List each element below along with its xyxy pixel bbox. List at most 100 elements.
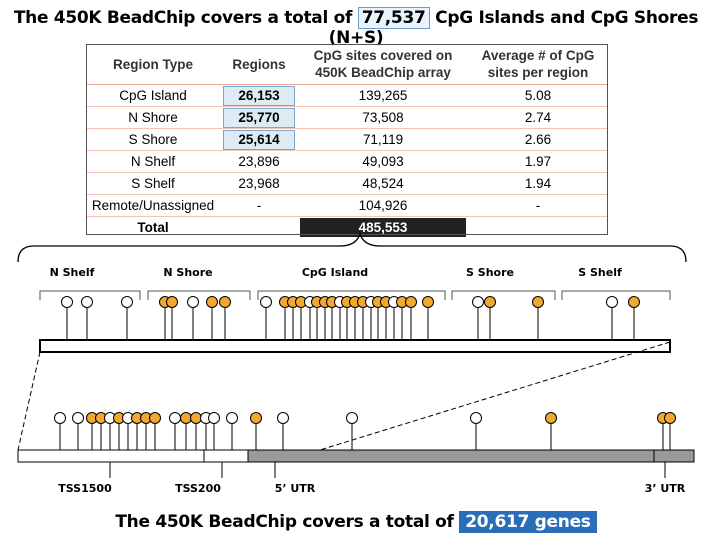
header-regions: Regions bbox=[220, 44, 298, 85]
probe-orange bbox=[180, 412, 192, 424]
gene-label-3utr: 3’ UTR bbox=[645, 482, 686, 495]
cell-regions-value: 25,770 bbox=[223, 107, 295, 128]
probe-orange bbox=[166, 296, 178, 308]
probe-orange bbox=[484, 296, 496, 308]
gene-label-tss1500: TSS1500 bbox=[58, 482, 112, 495]
probe-white bbox=[208, 412, 220, 424]
cell-regions-highlight: 25,614 bbox=[220, 128, 298, 151]
region-table: Region Type Regions CpG sites covered on… bbox=[86, 44, 608, 238]
table-row: S Shore 25,614 71,119 2.66 bbox=[86, 128, 608, 151]
probe-orange bbox=[190, 412, 202, 424]
cell-avg: 1.97 bbox=[468, 150, 608, 173]
cell-regions-highlight: 25,770 bbox=[220, 106, 298, 129]
probe-white bbox=[470, 412, 482, 424]
probe-white bbox=[61, 296, 73, 308]
cell-avg: 5.08 bbox=[468, 84, 608, 107]
cell-sites: 71,119 bbox=[298, 128, 468, 151]
cell-sites: 104,926 bbox=[298, 194, 468, 217]
probe-orange bbox=[149, 412, 161, 424]
bracket-cpg-island bbox=[257, 290, 446, 300]
table-row: CpG Island 26,153 139,265 5.08 bbox=[86, 84, 608, 107]
title-suffix: CpG Islands and CpG Shores (N+S) bbox=[328, 8, 699, 48]
probe-white bbox=[346, 412, 358, 424]
region-bar bbox=[39, 339, 671, 353]
cell-regions: 23,896 bbox=[220, 150, 298, 173]
table-row-total: Total 485,553 bbox=[86, 217, 608, 239]
cell-regions: 23,968 bbox=[220, 172, 298, 195]
probe-orange bbox=[628, 296, 640, 308]
region-probes bbox=[61, 296, 640, 340]
probe-white bbox=[472, 296, 484, 308]
probe-orange bbox=[664, 412, 676, 424]
bracket-s-shelf bbox=[561, 290, 671, 300]
probe-white bbox=[81, 296, 93, 308]
cell-type: Remote/Unassigned bbox=[86, 194, 220, 217]
region-label-n-shelf: N Shelf bbox=[50, 266, 95, 279]
header-avg-sites: Average # of CpG sites per region bbox=[468, 44, 608, 85]
probe-orange bbox=[206, 296, 218, 308]
gene-probes bbox=[54, 412, 676, 450]
cell-avg: - bbox=[468, 194, 608, 217]
region-label-cpg-island: CpG Island bbox=[302, 266, 368, 279]
cell-type: S Shelf bbox=[86, 172, 220, 195]
probe-orange bbox=[250, 412, 262, 424]
gene-segment-tss1500 bbox=[17, 449, 205, 463]
cell-regions-value: 25,614 bbox=[223, 129, 295, 150]
gene-segment-tss200 bbox=[203, 449, 249, 463]
probe-white bbox=[606, 296, 618, 308]
probe-white bbox=[54, 412, 66, 424]
table-row: N Shelf 23,896 49,093 1.97 bbox=[86, 150, 608, 173]
table-row: S Shelf 23,968 48,524 1.94 bbox=[86, 172, 608, 195]
table-header-row: Region Type Regions CpG sites covered on… bbox=[86, 44, 608, 85]
cell-type: Total bbox=[137, 220, 169, 235]
cell-total-highlight: 485,553 bbox=[298, 217, 468, 239]
probe-orange bbox=[219, 296, 231, 308]
gene-segment-body bbox=[247, 449, 655, 463]
cell-regions-value: 26,153 bbox=[223, 85, 295, 106]
probe-orange bbox=[422, 296, 434, 308]
probe-white bbox=[277, 412, 289, 424]
probe-white bbox=[187, 296, 199, 308]
zoom-line-right bbox=[319, 341, 671, 451]
cell-type: CpG Island bbox=[86, 84, 220, 107]
header-region-type: Region Type bbox=[86, 44, 220, 85]
cell-total-value: 485,553 bbox=[300, 218, 466, 237]
bracket-n-shelf bbox=[39, 290, 141, 300]
cell-avg: 1.94 bbox=[468, 172, 608, 195]
probe-white bbox=[260, 296, 272, 308]
probe-white bbox=[121, 296, 133, 308]
zoom-line-left bbox=[17, 351, 41, 451]
curly-bracket bbox=[17, 231, 687, 263]
region-label-s-shelf: S Shelf bbox=[578, 266, 622, 279]
cell-sites: 73,508 bbox=[298, 106, 468, 129]
header-cpg-sites: CpG sites covered on 450K BeadChip array bbox=[298, 44, 468, 85]
cell-type: N Shelf bbox=[86, 150, 220, 173]
probe-white bbox=[169, 412, 181, 424]
footer-title: The 450K BeadChip covers a total of 20,6… bbox=[0, 511, 712, 533]
probe-orange bbox=[545, 412, 557, 424]
cell-regions: - bbox=[220, 194, 298, 217]
region-label-s-shore: S Shore bbox=[466, 266, 514, 279]
probe-orange bbox=[532, 296, 544, 308]
title-highlight-count: 77,537 bbox=[357, 7, 430, 29]
table-row: N Shore 25,770 73,508 2.74 bbox=[86, 106, 608, 129]
cell-sites: 139,265 bbox=[298, 84, 468, 107]
probe-white bbox=[72, 412, 84, 424]
gene-label-5utr: 5’ UTR bbox=[275, 482, 316, 495]
cell-avg: 2.66 bbox=[468, 128, 608, 151]
gene-label-tss200: TSS200 bbox=[175, 482, 221, 495]
region-brackets bbox=[39, 290, 671, 300]
footer-prefix: The 450K BeadChip covers a total of bbox=[115, 512, 460, 532]
bracket-s-shore bbox=[451, 290, 556, 300]
cell-type: S Shore bbox=[86, 128, 220, 151]
cell-sites: 49,093 bbox=[298, 150, 468, 173]
cell-type: N Shore bbox=[86, 106, 220, 129]
cell-avg: 2.74 bbox=[468, 106, 608, 129]
gene-segment-3utr bbox=[653, 449, 695, 463]
table-row: Remote/Unassigned - 104,926 - bbox=[86, 194, 608, 217]
gene-label-pointers bbox=[109, 462, 666, 478]
page-title: The 450K BeadChip covers a total of 77,5… bbox=[0, 7, 712, 48]
cell-sites: 48,524 bbox=[298, 172, 468, 195]
probe-white bbox=[226, 412, 238, 424]
